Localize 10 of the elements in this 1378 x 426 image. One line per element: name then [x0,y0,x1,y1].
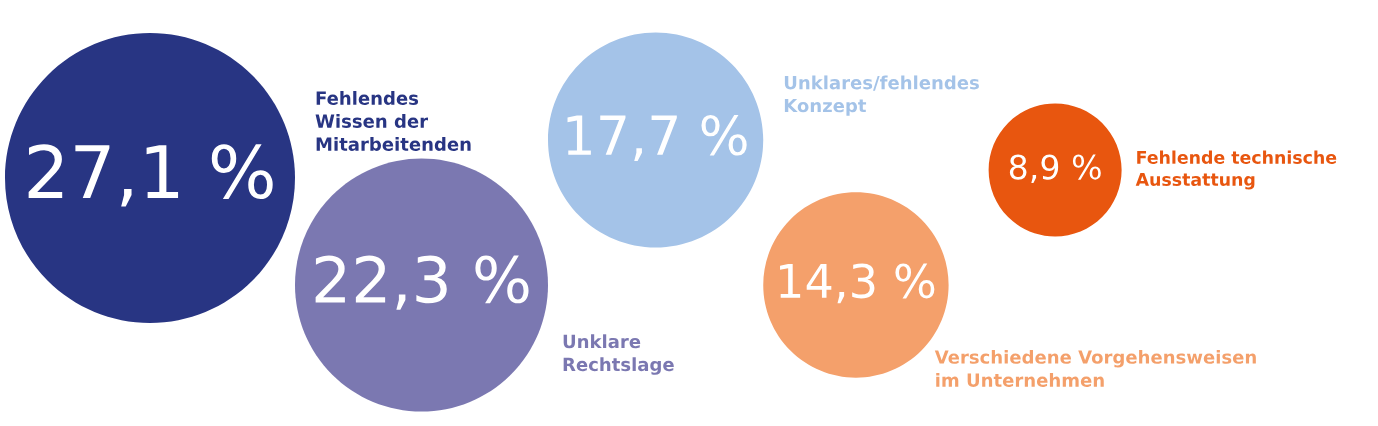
data-label: 14,3 % [780,263,935,304]
data-label: 17,7 % [567,114,747,162]
data-label: 8,9 % [1009,154,1101,184]
category-label: Unklare Rechtslage [563,334,674,375]
data-label: 27,1 % [28,144,273,207]
category-label: Unklares/fehlendes Konzept [784,75,979,116]
category-label: Fehlendes Wissen der Mitarbeitenden [315,91,471,151]
category-label: Fehlende technische Ausstattung [1135,150,1337,190]
data-label: 22,3 % [315,255,529,310]
category-label: Verschiedene Vorgehensweisen im Unternehmen [934,349,1256,387]
